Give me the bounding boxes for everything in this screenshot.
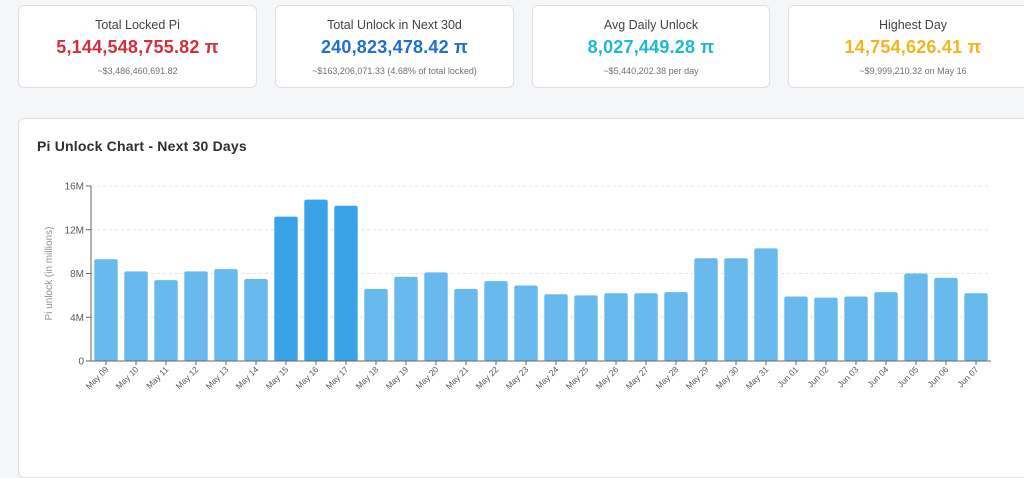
bar [724,258,748,361]
y-tick-label: 0 [78,357,84,368]
x-tick-label: Jun 06 [925,364,950,389]
stat-card-total-unlock: Total Unlock in Next 30d 240,823,478.42 … [275,5,514,88]
bar [964,293,988,361]
unlock-bar-chart: 0 4M 8M 12M 16M Pi unlock (in millions) May 09… [44,182,991,391]
bar [304,199,328,361]
stat-card-value: 240,823,478.42 π [320,37,469,57]
bar [904,273,928,361]
bar [574,295,598,361]
x-tick-label: May 09 [84,364,111,391]
stat-card-value: 14,754,626.41 π [844,37,982,57]
y-tick-label: 12M [65,225,84,236]
stat-card-subtext: ~$5,440,202.38 per day [603,66,699,76]
x-tick-label: May 16 [294,364,321,391]
stat-card-label: Highest Day [878,18,948,32]
bar [154,280,178,361]
x-tick-label: May 22 [474,364,501,391]
stat-card-label: Avg Daily Unlock [603,18,699,32]
stat-card-avg-daily: Avg Daily Unlock 8,027,449.28 π ~$5,440,… [532,5,770,88]
x-tick-label: May 10 [114,364,141,391]
x-tick-label: May 15 [264,364,291,391]
x-tick-label: May 24 [534,364,561,391]
x-tick-label: May 29 [684,364,711,391]
stat-card-label: Total Unlock in Next 30d [327,18,462,32]
bar [454,288,478,361]
x-tick-label: May 27 [624,364,651,391]
bar [274,216,298,361]
y-tick-label: 8M [70,269,84,280]
stat-card-highest-day: Highest Day 14,754,626.41 π ~$9,999,210.… [788,5,1024,88]
stat-card-value: 5,144,548,755.82 π [56,37,219,57]
x-tick-label: Jun 04 [865,364,890,389]
stat-card-value: 8,027,449.28 π [587,37,715,57]
x-tick-label: May 26 [594,364,621,391]
bar [364,288,388,361]
bar [424,272,448,361]
stat-card-subtext: ~$9,999,210.32 on May 16 [859,66,967,76]
bar [94,259,118,361]
bar [124,271,148,361]
x-tick-label: Jun 02 [805,364,830,389]
y-tick-label: 4M [70,313,84,324]
bar [334,205,358,361]
x-tick-label: May 28 [654,364,681,391]
x-tick-label: May 12 [174,364,201,391]
x-tick-label: May 11 [144,364,171,391]
bar [604,293,628,361]
x-tick-label: May 17 [324,364,351,391]
y-axis-label: Pi unlock (in millions) [44,227,55,321]
x-tick-label: May 20 [414,364,441,391]
bar [244,278,268,361]
bar [784,296,808,361]
x-tick-label: Jun 01 [775,364,800,389]
bar [634,293,658,361]
bar [184,271,208,361]
bar [214,269,238,361]
bar [814,297,838,361]
y-tick-label: 16M [65,182,84,193]
bar [934,277,958,361]
stat-card-total-locked: Total Locked Pi 5,144,548,755.82 π ~$3,4… [18,5,257,88]
bar [394,276,418,361]
bar [544,294,568,361]
bar [514,285,538,361]
x-tick-label: May 19 [384,364,411,391]
bar [484,281,508,361]
x-tick-label: May 31 [744,364,771,391]
x-tick-label: May 13 [204,364,231,391]
x-tick-label: Jun 05 [895,364,920,389]
x-tick-label: May 21 [444,364,471,391]
stat-card-subtext: ~$163,206,071.33 (4.68% of total locked) [312,66,477,76]
x-tick-label: Jun 07 [955,364,980,389]
stat-card-label: Total Locked Pi [95,18,180,32]
bar [874,292,898,361]
x-tick-label: May 18 [354,364,381,391]
x-tick-label: May 14 [234,364,261,391]
stat-card-subtext: ~$3,486,460,691.82 [97,66,178,76]
chart-panel: Pi Unlock Chart - Next 30 Days 0 4M 8M 12M 1… [18,118,1024,478]
chart-title: Pi Unlock Chart - Next 30 Days [37,138,247,154]
x-tick-label: Jun 03 [835,364,860,389]
bar [844,296,868,361]
x-tick-label: May 23 [504,364,531,391]
bar [664,292,688,361]
x-tick-label: May 25 [564,364,591,391]
x-tick-label: May 30 [714,364,741,391]
bar [754,248,778,361]
bar [694,258,718,361]
